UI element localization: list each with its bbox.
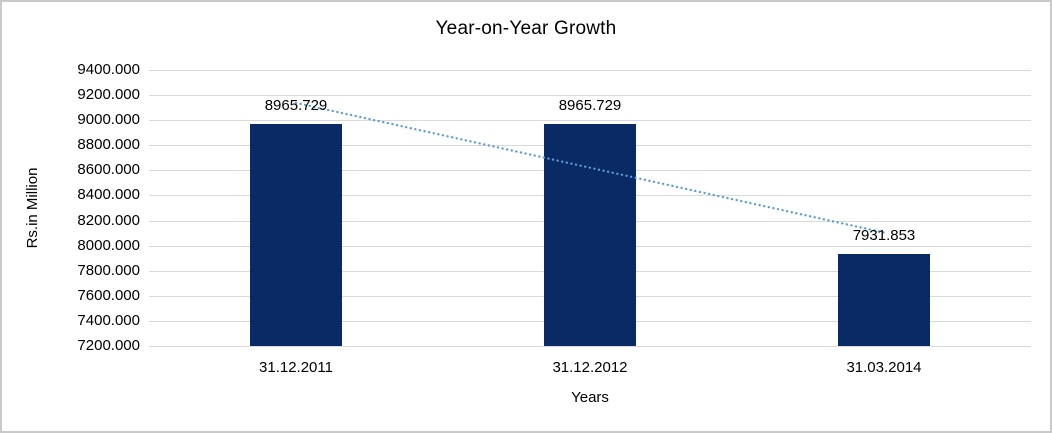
bar-data-label: 8965.729: [558, 97, 622, 114]
x-category-label: 31.03.2014: [846, 359, 922, 376]
chart-title: Year-on-Year Growth: [435, 18, 617, 39]
y-tick-label: 8400.000: [77, 186, 140, 203]
y-tick-label: 7400.000: [77, 312, 140, 329]
bar-data-label: 8965.729: [264, 97, 328, 114]
bar: [544, 124, 636, 346]
y-tick-label: 8600.000: [77, 161, 140, 178]
trendline: [294, 101, 886, 234]
bar: [838, 254, 930, 346]
y-tick-label: 9200.000: [77, 86, 140, 103]
y-tick-label: 8800.000: [77, 136, 140, 153]
bar-data-label: 7931.853: [852, 227, 916, 244]
y-tick-label: 8000.000: [77, 237, 140, 254]
gridline: [149, 120, 1031, 121]
y-tick-label: 7800.000: [77, 262, 140, 279]
y-tick-label: 9000.000: [77, 111, 140, 128]
x-axis-title: Years: [571, 389, 609, 406]
y-tick-label: 7200.000: [77, 337, 140, 354]
x-category-label: 31.12.2011: [259, 359, 333, 376]
bar: [250, 124, 342, 346]
y-tick-label: 9400.000: [77, 61, 140, 78]
gridline: [149, 70, 1031, 71]
gridline: [149, 346, 1031, 347]
y-tick-label: 8200.000: [77, 212, 140, 229]
x-category-label: 31.12.2012: [552, 359, 628, 376]
gridline: [149, 95, 1031, 96]
y-tick-label: 7600.000: [77, 287, 140, 304]
